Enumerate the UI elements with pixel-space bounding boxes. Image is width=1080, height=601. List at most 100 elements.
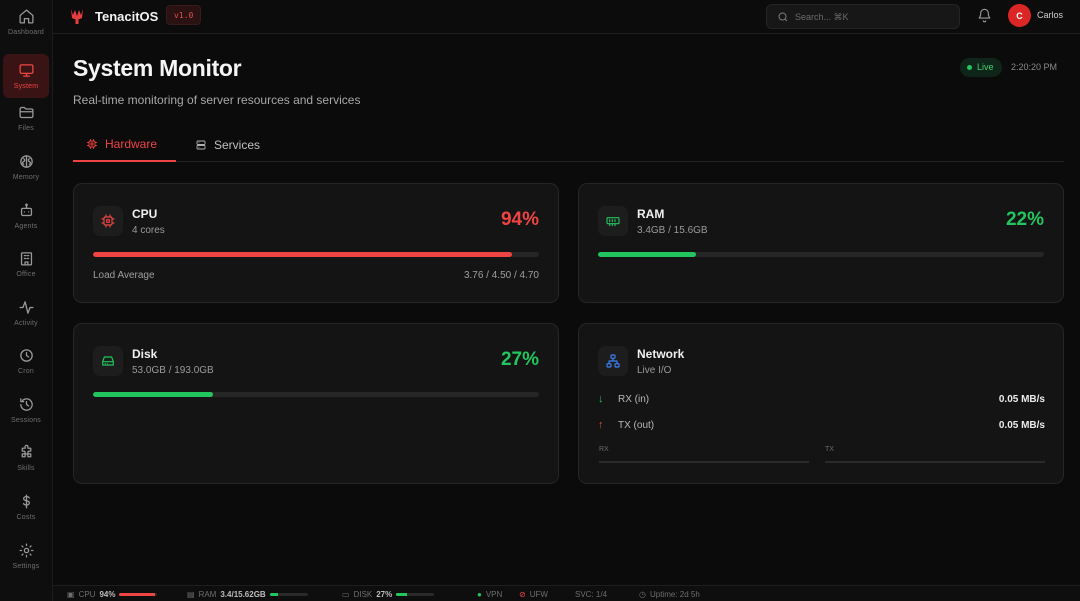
card-subtitle: 3.4GB / 15.6GB [637,225,708,236]
card-subtitle: 4 cores [132,225,165,236]
card-subtitle: Live I/O [637,365,672,376]
sidebar-item-office[interactable]: Office [3,242,49,286]
cpu-icon [101,214,115,228]
status-ufw-label: UFW [529,590,548,599]
status-ram-bar [269,593,308,596]
status-cpu: ▣ CPU 94% [67,590,158,599]
cpu-usage-fill [93,252,513,257]
tx-sparkline [825,461,1045,463]
tx-value: 0.05 MB/s [998,420,1045,431]
status-svc-label: SVC: 1/4 [575,590,608,599]
cpu-status-icon: ▣ [67,590,75,599]
status-uptime: ◷ Uptime: 2d 5h [639,590,700,599]
cpu-icon [87,139,97,149]
network-icon [606,354,620,368]
sidebar-item-agents[interactable]: Agents [3,194,49,238]
status-cpu-fill [119,593,156,596]
folder-icon [18,106,34,119]
sidebar-item-label: Memory [12,174,40,181]
tx-chart-label: TX [825,446,834,453]
search-box[interactable] [766,4,960,29]
sidebar-item-costs[interactable]: Costs [3,485,49,529]
bell-icon[interactable] [977,8,992,23]
rx-chart-label: RX [599,446,609,453]
sidebar-item-system[interactable]: System [3,54,49,98]
logo-icon [71,9,83,24]
status-disk-label: DISK [353,590,373,599]
card-icon [93,346,123,376]
sidebar-item-settings[interactable]: Settings [3,534,49,578]
card-icon [93,206,123,236]
sidebar: Dashboard System Files Memory Agents Off… [0,0,53,601]
live-label: Live [977,62,994,72]
card-title: Network [637,347,685,361]
ram-percent: 22% [1005,209,1044,230]
live-badge: Live [960,58,1002,77]
disk-status-icon: ▭ [342,590,350,599]
rx-sparkline [599,461,809,463]
tab-label: Hardware [105,137,158,151]
rx-value: 0.05 MB/s [998,394,1045,405]
sidebar-item-label: System [13,83,39,90]
server-icon [196,140,206,150]
sidebar-item-label: Files [18,125,34,132]
status-ufw: ⊘ UFW [519,590,548,599]
user-name[interactable]: Carlos [1037,10,1064,20]
tab-hardware[interactable]: Hardware [73,128,176,162]
bot-icon [20,203,32,217]
sidebar-item-skills[interactable]: Skills [3,436,49,480]
sidebar-item-label: Cron [18,368,34,375]
network-card: Network Live I/O ↓ RX (in) 0.05 MB/s ↑ T… [578,323,1064,484]
cpu-percent: 94% [500,209,539,230]
arrow-up-icon: ↑ [598,419,604,431]
sidebar-item-cron[interactable]: Cron [3,339,49,383]
card-title: Disk [132,347,158,361]
cpu-usage-bar [93,252,539,257]
ram-status-icon: ▤ [187,590,195,599]
memory-stick-icon [606,217,620,227]
card-icon [598,346,628,376]
load-average-label: Load Average [93,270,155,281]
status-bar: ▣ CPU 94% ▤ RAM 3.4/15.62GB ▭ DISK 27% ●… [53,585,1080,601]
clock-icon [19,349,33,362]
status-uptime-label: Uptime: 2d 5h [649,590,700,599]
current-time: 2:20:20 PM [1011,62,1058,72]
disk-usage-bar [93,392,539,397]
avatar[interactable]: C [1008,4,1031,27]
disk-percent: 27% [500,349,539,370]
sidebar-item-label: Activity [14,320,38,327]
status-ram-label: RAM [198,590,217,599]
card-title: RAM [637,207,665,221]
tab-bar: Hardware Services [73,128,1064,162]
hard-drive-icon [102,356,114,366]
status-services: SVC: 1/4 [575,590,607,599]
top-header: TenacitOS v1.0 C Carlos [53,0,1080,34]
vpn-dot-icon: ● [477,590,482,599]
activity-icon [18,301,34,314]
sidebar-item-files[interactable]: Files [3,96,49,140]
sidebar-item-activity[interactable]: Activity [3,291,49,335]
status-disk-value: 27% [376,590,393,599]
sidebar-item-label: Office [16,271,36,278]
tab-services[interactable]: Services [195,128,260,162]
sidebar-item-dashboard[interactable]: Dashboard [3,0,49,44]
page-subtitle: Real-time monitoring of server resources… [73,93,361,107]
ram-card: RAM 3.4GB / 15.6GB 22% [578,183,1064,303]
sidebar-item-memory[interactable]: Memory [3,145,49,189]
rx-label: RX (in) [618,394,650,405]
history-icon [19,398,33,411]
status-ram-value: 3.4/15.62GB [220,590,266,599]
sidebar-item-sessions[interactable]: Sessions [3,388,49,432]
status-ram: ▤ RAM 3.4/15.62GB [187,590,308,599]
sidebar-item-label: Agents [14,223,38,230]
status-cpu-value: 94% [99,590,116,599]
disk-card: Disk 53.0GB / 193.0GB 27% [73,323,559,484]
brain-icon [19,155,33,168]
live-dot-icon [967,65,972,70]
search-input[interactable] [795,9,945,25]
arrow-down-icon: ↓ [598,393,604,405]
sidebar-item-label: Costs [16,514,36,521]
sidebar-item-label: Skills [17,465,35,472]
status-disk: ▭ DISK 27% [342,590,435,599]
home-icon [18,9,34,24]
